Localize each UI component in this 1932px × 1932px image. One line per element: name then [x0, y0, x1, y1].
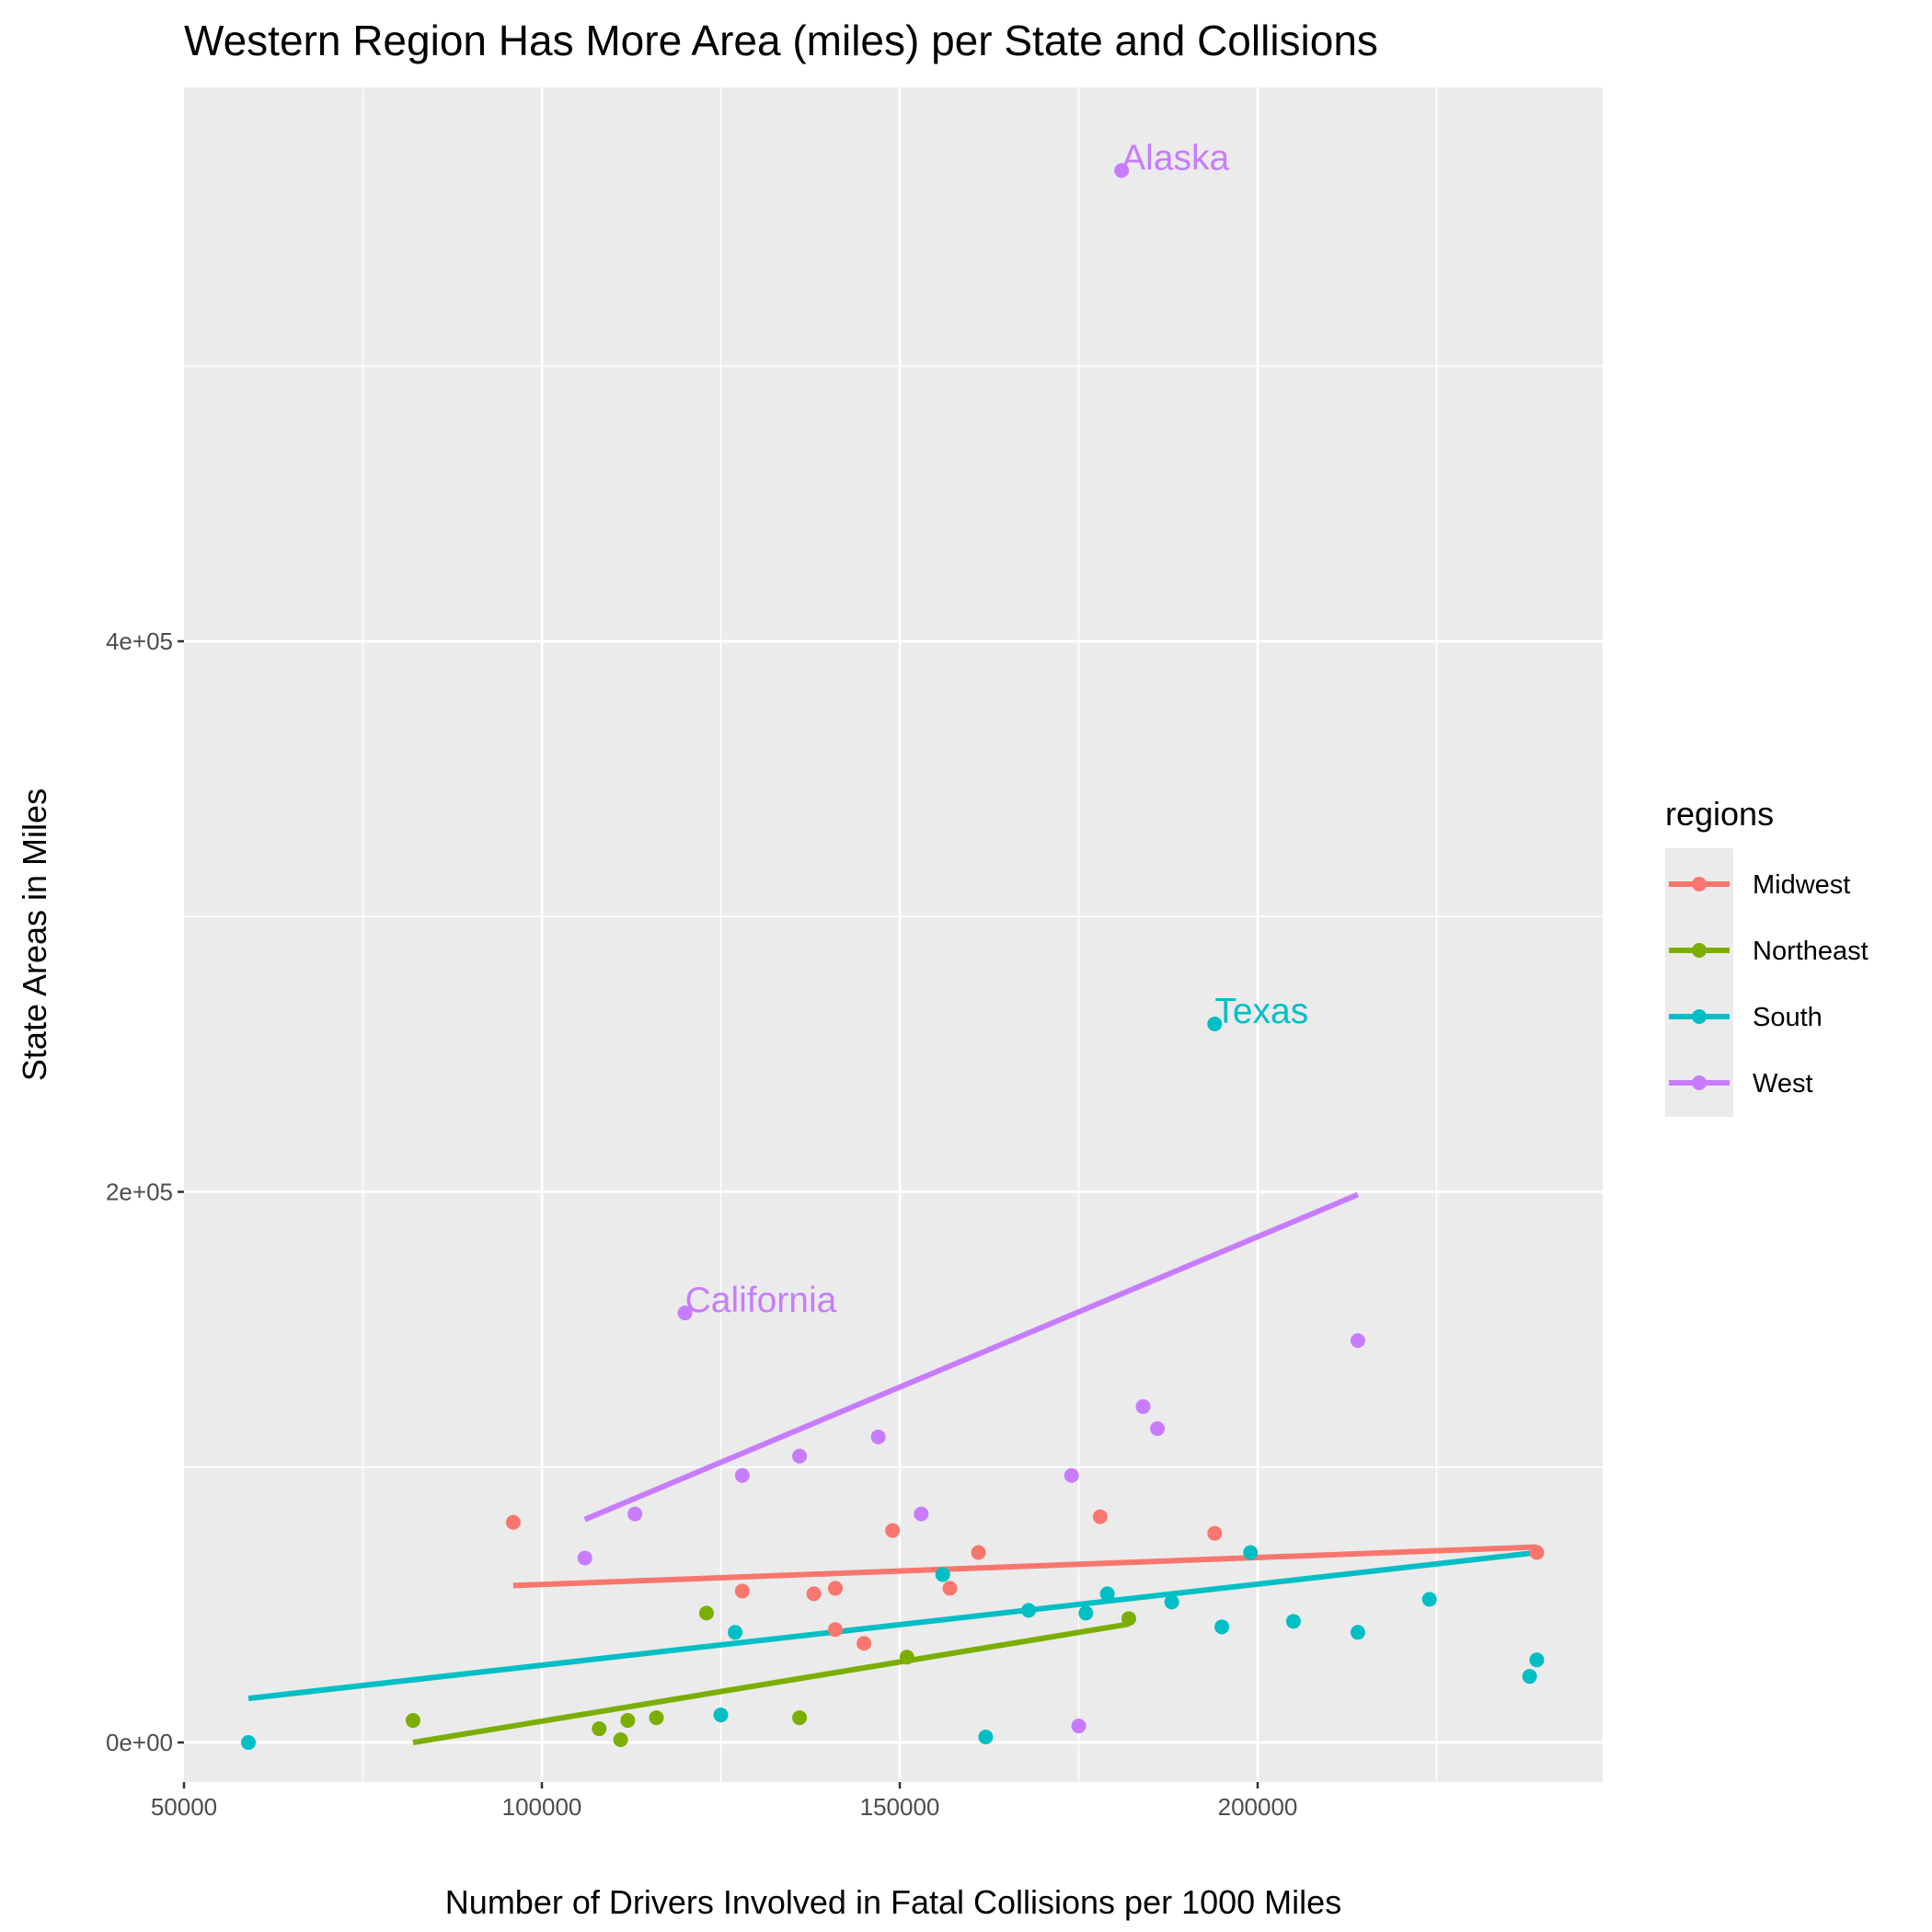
- data-point-south: [1164, 1594, 1179, 1610]
- x-tick-label: 200000: [1218, 1793, 1298, 1821]
- data-point-south: [241, 1735, 257, 1750]
- legend-label-northeast: Northeast: [1753, 937, 1869, 966]
- data-point-west: [1064, 1467, 1079, 1483]
- legend-label-west: West: [1753, 1069, 1813, 1098]
- data-point-south: [1285, 1614, 1301, 1629]
- legend-key-point-midwest: [1692, 877, 1707, 891]
- trend-lines: [247, 1191, 1537, 1745]
- legend: regions Midwest Northeast South West: [1665, 795, 1869, 1117]
- data-point-northeast: [592, 1721, 607, 1737]
- data-point-south: [1350, 1625, 1365, 1640]
- data-point-south: [1243, 1545, 1259, 1560]
- x-tick-label: 150000: [860, 1793, 940, 1821]
- trend-line-south: [247, 1549, 1537, 1702]
- plot-panel: [184, 87, 1603, 1782]
- trend-line-midwest: [512, 1544, 1537, 1589]
- data-point-west: [1114, 163, 1130, 178]
- data-point-south: [1207, 1016, 1223, 1031]
- data-point-northeast: [1121, 1611, 1136, 1627]
- annotation-alaska: Alaska: [1121, 138, 1229, 178]
- legend-label-midwest: Midwest: [1753, 870, 1850, 900]
- legend-key-point-west: [1692, 1075, 1707, 1090]
- data-point-west: [577, 1550, 592, 1566]
- annotation-texas: Texas: [1214, 992, 1308, 1031]
- data-point-west: [1150, 1420, 1166, 1436]
- y-tick-label: 0e+00: [106, 1729, 173, 1756]
- data-point-south: [1021, 1603, 1037, 1618]
- legend-key-point-south: [1692, 1009, 1707, 1024]
- trend-line-west: [583, 1191, 1360, 1523]
- data-point-midwest: [857, 1636, 872, 1651]
- data-point-midwest: [1207, 1525, 1223, 1541]
- data-point-south: [1099, 1586, 1115, 1602]
- data-point-northeast: [792, 1710, 808, 1726]
- data-point-west: [914, 1506, 929, 1522]
- data-point-midwest: [1092, 1509, 1108, 1524]
- data-point-west: [1135, 1398, 1151, 1414]
- y-axis-title: State Areas in Miles: [16, 788, 53, 1081]
- data-point-west: [1350, 1333, 1365, 1349]
- data-point-midwest: [734, 1583, 750, 1599]
- data-point-midwest: [942, 1581, 958, 1596]
- trend-line-northeast: [412, 1621, 1130, 1745]
- data-point-south: [713, 1708, 729, 1723]
- data-point-west: [734, 1467, 750, 1483]
- point-annotations: Alaska Texas California: [685, 138, 1309, 1320]
- data-point-midwest: [505, 1514, 521, 1530]
- x-tick-label: 50000: [151, 1793, 217, 1821]
- x-axis-title: Number of Drivers Involved in Fatal Coll…: [445, 1883, 1341, 1921]
- data-point-midwest: [885, 1523, 901, 1538]
- data-point-west: [677, 1305, 693, 1321]
- data-point-northeast: [899, 1650, 914, 1665]
- data-point-northeast: [405, 1713, 420, 1729]
- x-tick-label: 100000: [502, 1793, 582, 1821]
- data-point-midwest: [971, 1545, 986, 1560]
- data-point-south: [728, 1625, 743, 1640]
- chart-title: Western Region Has More Area (miles) per…: [184, 17, 1378, 64]
- data-point-south: [1421, 1592, 1437, 1607]
- legend-label-south: South: [1753, 1003, 1823, 1032]
- data-point-south: [935, 1567, 950, 1582]
- data-point-south: [1529, 1652, 1545, 1668]
- data-point-south: [1078, 1605, 1094, 1621]
- y-tick-label: 4e+05: [106, 627, 173, 655]
- data-point-northeast: [649, 1710, 664, 1726]
- legend-key-point-northeast: [1692, 943, 1707, 958]
- data-point-west: [1071, 1719, 1087, 1734]
- data-point-south: [978, 1730, 994, 1745]
- data-points: [241, 163, 1545, 1750]
- data-point-northeast: [698, 1605, 714, 1621]
- data-point-midwest: [1529, 1545, 1545, 1560]
- data-point-northeast: [613, 1732, 628, 1748]
- data-point-midwest: [827, 1622, 843, 1638]
- data-point-midwest: [806, 1586, 822, 1602]
- axes: 50000 100000 150000 200000 0e+00 2e+05 4e+05: [106, 627, 1297, 1821]
- data-point-south: [1522, 1669, 1537, 1685]
- legend-title: regions: [1665, 795, 1774, 833]
- data-point-midwest: [827, 1581, 843, 1596]
- y-tick-label: 2e+05: [106, 1179, 173, 1206]
- annotation-california: California: [685, 1281, 837, 1320]
- data-point-west: [792, 1448, 808, 1464]
- data-point-west: [870, 1429, 886, 1444]
- data-point-northeast: [620, 1713, 636, 1729]
- data-point-south: [1214, 1619, 1230, 1635]
- data-point-west: [627, 1506, 643, 1522]
- legend-key-background: [1665, 848, 1733, 1117]
